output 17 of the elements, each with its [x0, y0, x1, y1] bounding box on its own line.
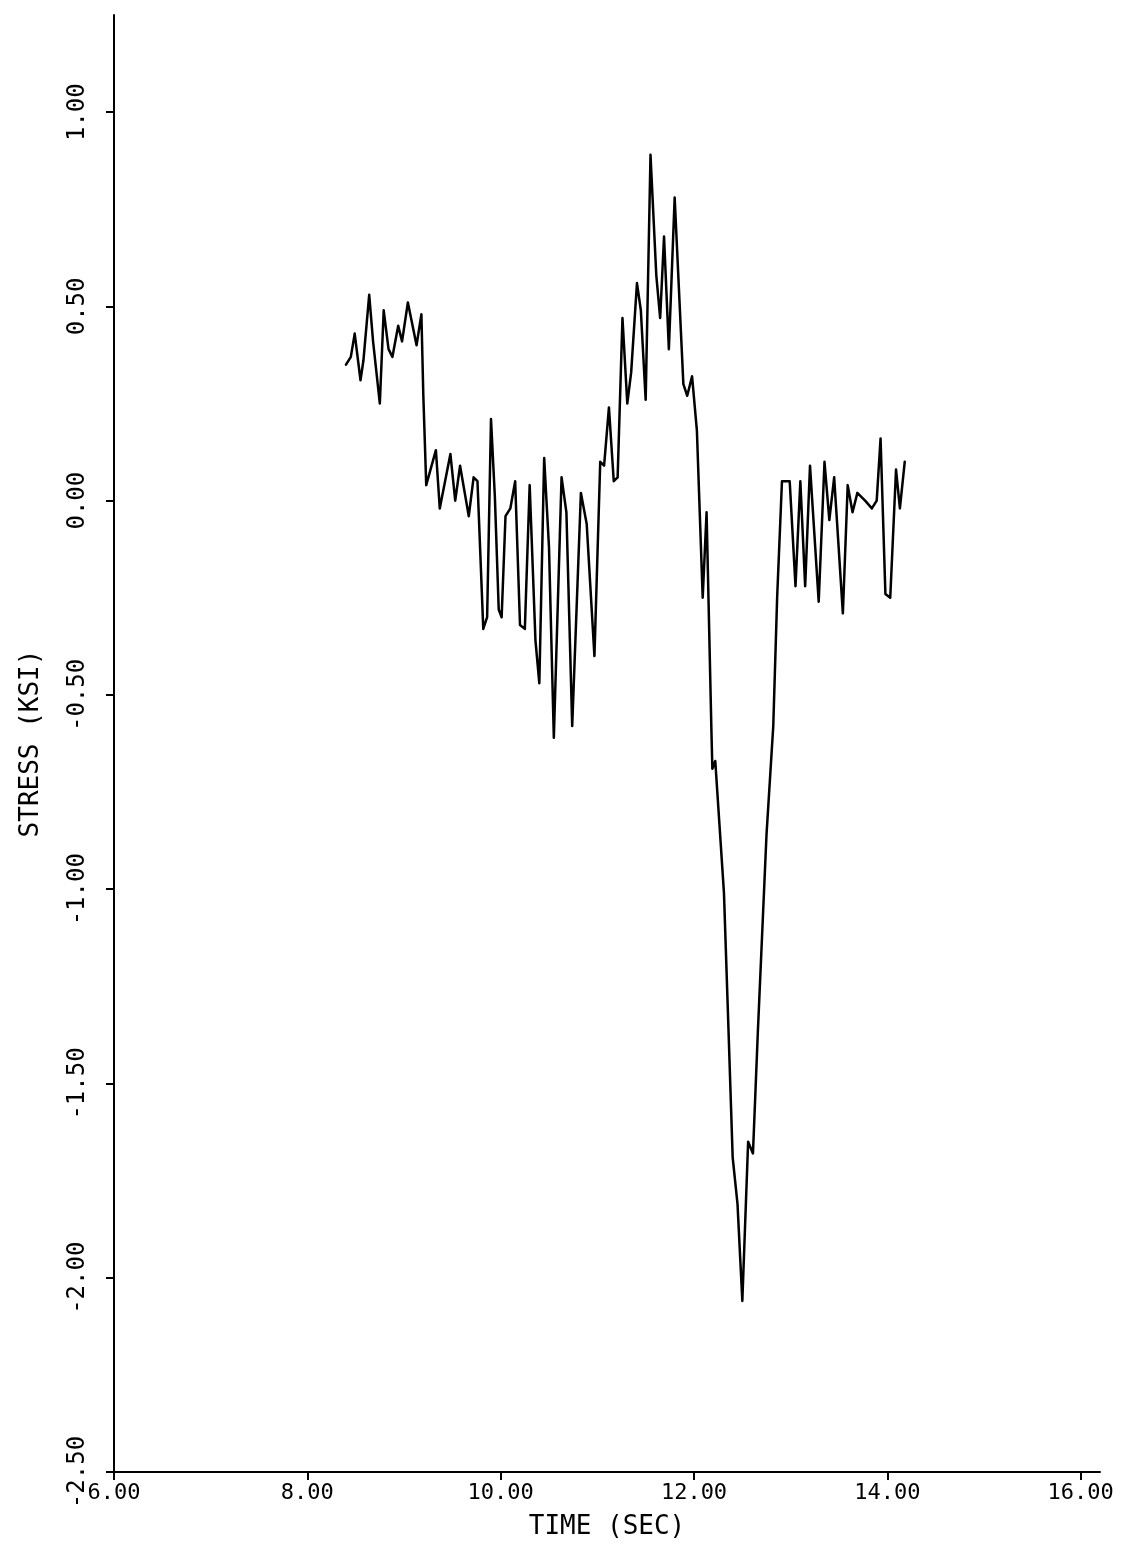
- y-tick-label: 0.00: [62, 471, 90, 530]
- y-tick-label: -0.50: [62, 658, 90, 732]
- x-tick-label: 12.00: [660, 1478, 728, 1504]
- y-tick-label: -2.50: [62, 1435, 90, 1509]
- line-series: [344, 153, 906, 1303]
- y-tick-label: -1.00: [62, 853, 90, 926]
- y-axis-title: STRESS (KSI): [14, 649, 44, 838]
- x-axis-title: TIME (SEC): [528, 1510, 686, 1540]
- y-tick-label: 1.00: [62, 83, 90, 142]
- x-tick-label: 8.00: [280, 1478, 334, 1504]
- y-tick-label: -2.00: [62, 1241, 90, 1314]
- x-tick-label: 14.00: [854, 1478, 921, 1504]
- x-tick-label: 16.00: [1047, 1478, 1114, 1504]
- x-tick-label: 6.00: [87, 1478, 141, 1504]
- x-tick-label: 10.00: [467, 1478, 534, 1504]
- y-tick-label: 0.50: [62, 277, 90, 336]
- y-tick-label: -1.50: [62, 1047, 90, 1120]
